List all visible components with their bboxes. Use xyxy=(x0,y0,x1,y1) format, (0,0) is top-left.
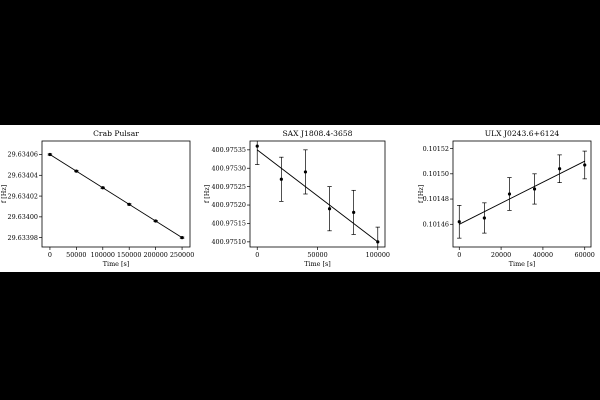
data-point xyxy=(48,152,52,157)
y-tick-label: 29.63404 xyxy=(8,171,39,179)
data-point xyxy=(127,202,131,206)
y-tick-label: 29.63406 xyxy=(8,151,39,159)
y-tick-label: 0.10146 xyxy=(423,220,449,228)
x-tick-label: 50000 xyxy=(307,251,327,259)
y-axis-label: f [Hz] xyxy=(0,185,8,203)
x-tick-label: 60000 xyxy=(575,251,595,259)
chart-panel-3: ULX J0243.6+6124 0 20000 40000 60000 0.10146 0… xyxy=(417,129,595,268)
data-point xyxy=(507,192,512,196)
y-tick-label: 400.97510 xyxy=(211,238,246,246)
fit-line xyxy=(459,160,585,225)
data-point xyxy=(154,219,158,223)
y-axis-label: f [Hz] xyxy=(417,185,425,203)
data-point xyxy=(180,236,184,240)
x-tick-label: 0 xyxy=(457,251,461,259)
chart-panel-1: Crab Pulsar 0 50000 100000 150000 200000 25000… xyxy=(0,129,194,268)
x-tick-label: 100000 xyxy=(366,251,390,259)
x-tick-label: 20000 xyxy=(491,251,511,259)
x-tick-label: 0 xyxy=(48,251,52,259)
data-point xyxy=(74,169,78,173)
fit-line xyxy=(49,154,183,239)
x-axis-label: Time [s] xyxy=(509,260,535,268)
x-tick-label: 250000 xyxy=(170,251,194,259)
chart-title: ULX J0243.6+6124 xyxy=(485,129,560,138)
x-tick-label: 100000 xyxy=(91,251,115,259)
y-tick-label: 0.10150 xyxy=(423,170,449,178)
data-point xyxy=(352,210,356,215)
figure-panel: Crab Pulsar 0 50000 100000 150000 200000 25000… xyxy=(0,125,600,272)
x-tick-label: 0 xyxy=(255,251,259,259)
y-tick-label: 29.63398 xyxy=(8,234,39,242)
data-point xyxy=(279,177,283,181)
axes-frame xyxy=(452,140,592,248)
y-tick-label: 400.97535 xyxy=(211,146,246,154)
y-tick-label: 400.97520 xyxy=(211,201,246,209)
x-tick-label: 200000 xyxy=(143,251,167,259)
data-point xyxy=(558,167,562,171)
chart-panel-2: SAX J1808.4-3658 0 50000 100000 400.97510 400… xyxy=(203,129,390,268)
x-axis-label: Time [s] xyxy=(304,260,330,268)
y-tick-label: 29.63402 xyxy=(8,192,39,200)
data-point xyxy=(583,163,587,167)
y-tick-label: 0.10148 xyxy=(423,195,449,203)
y-axis-label: f [Hz] xyxy=(203,185,211,203)
y-tick-label: 400.97525 xyxy=(211,183,246,191)
data-point xyxy=(532,187,537,191)
chart-title: Crab Pulsar xyxy=(93,129,139,138)
data-point xyxy=(303,170,308,174)
x-tick-label: 40000 xyxy=(533,251,553,259)
axes-frame xyxy=(249,140,386,248)
y-tick-label: 0.10152 xyxy=(423,145,449,153)
x-tick-label: 150000 xyxy=(117,251,141,259)
chart-title: SAX J1808.4-3658 xyxy=(282,129,352,138)
data-point xyxy=(376,240,380,244)
y-tick-label: 400.97515 xyxy=(211,220,246,228)
x-tick-label: 50000 xyxy=(66,251,86,259)
axes-frame xyxy=(41,140,191,248)
fit-line xyxy=(256,149,379,243)
data-point xyxy=(482,216,486,220)
data-point xyxy=(457,220,461,224)
y-tick-label: 400.97530 xyxy=(211,164,246,172)
y-tick-label: 29.63400 xyxy=(8,213,39,221)
data-point xyxy=(101,186,105,190)
data-point xyxy=(255,144,259,148)
data-point xyxy=(327,207,332,211)
x-axis-label: Time [s] xyxy=(103,260,129,268)
